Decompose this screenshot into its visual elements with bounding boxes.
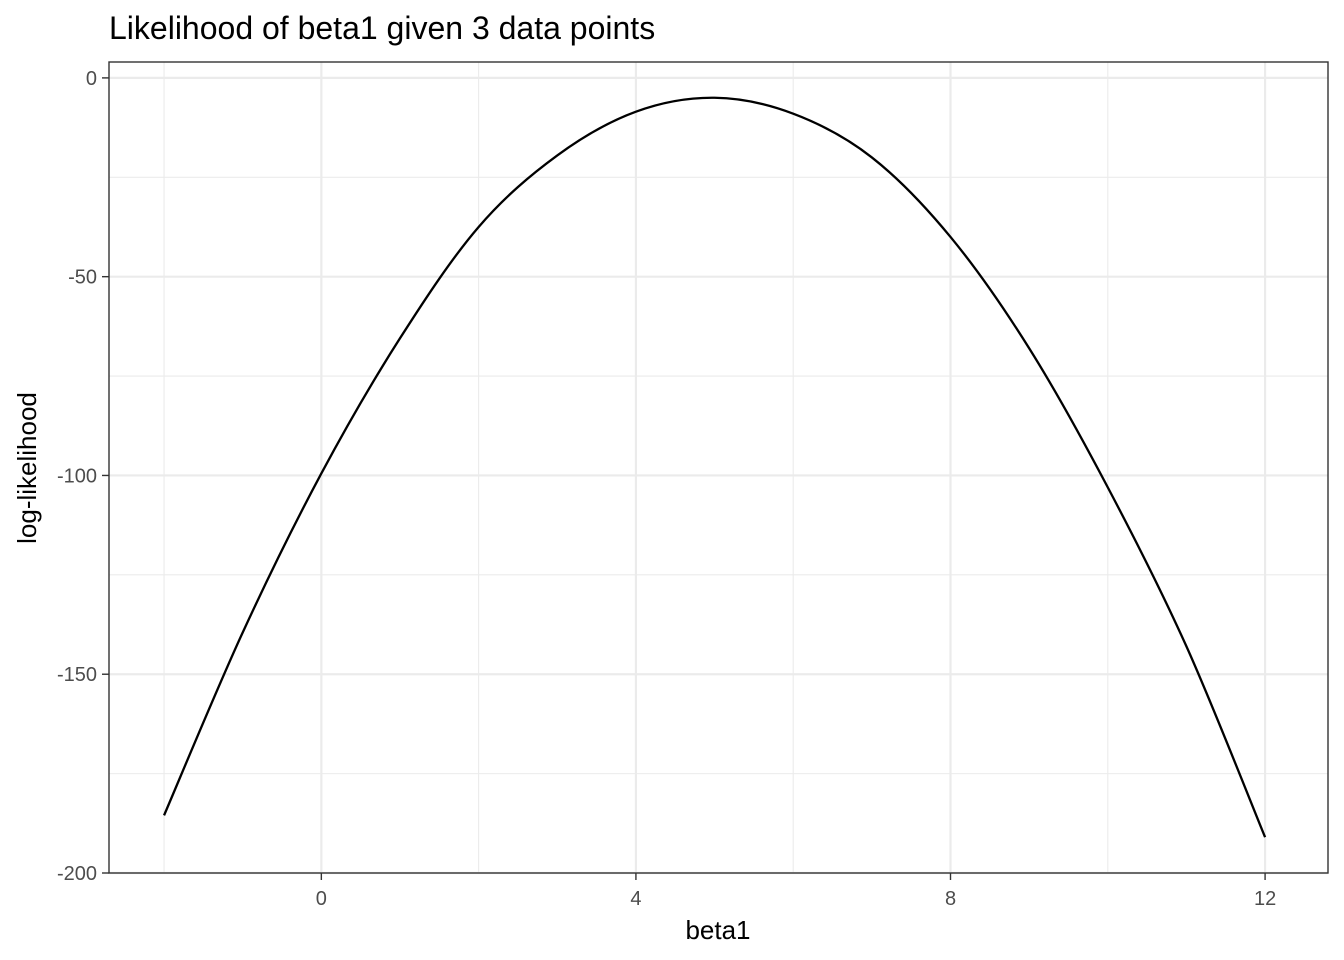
y-tick-label: -200 [57, 863, 97, 885]
chart-title: Likelihood of beta1 given 3 data points [109, 10, 655, 46]
y-axis-title: log-likelihood [12, 392, 42, 544]
y-tick-label: -50 [68, 267, 97, 289]
x-axis: 0 4 8 12 [316, 873, 1276, 910]
x-tick-label: 8 [945, 888, 956, 910]
y-axis: 0 -50 -100 -150 -200 [57, 68, 109, 885]
major-gridlines [109, 62, 1328, 875]
x-axis-title: beta1 [685, 915, 750, 945]
minor-gridlines [109, 62, 1328, 873]
panel-border [108, 61, 1329, 874]
log-likelihood-curve [162, 96, 1267, 838]
x-tick-label: 12 [1254, 888, 1276, 910]
x-tick-label: 0 [316, 888, 327, 910]
y-tick-label: -100 [57, 465, 97, 487]
y-tick-label: -150 [57, 664, 97, 686]
x-tick-label: 4 [630, 888, 641, 910]
y-tick-label: 0 [86, 68, 97, 90]
plot-series [162, 96, 1267, 838]
